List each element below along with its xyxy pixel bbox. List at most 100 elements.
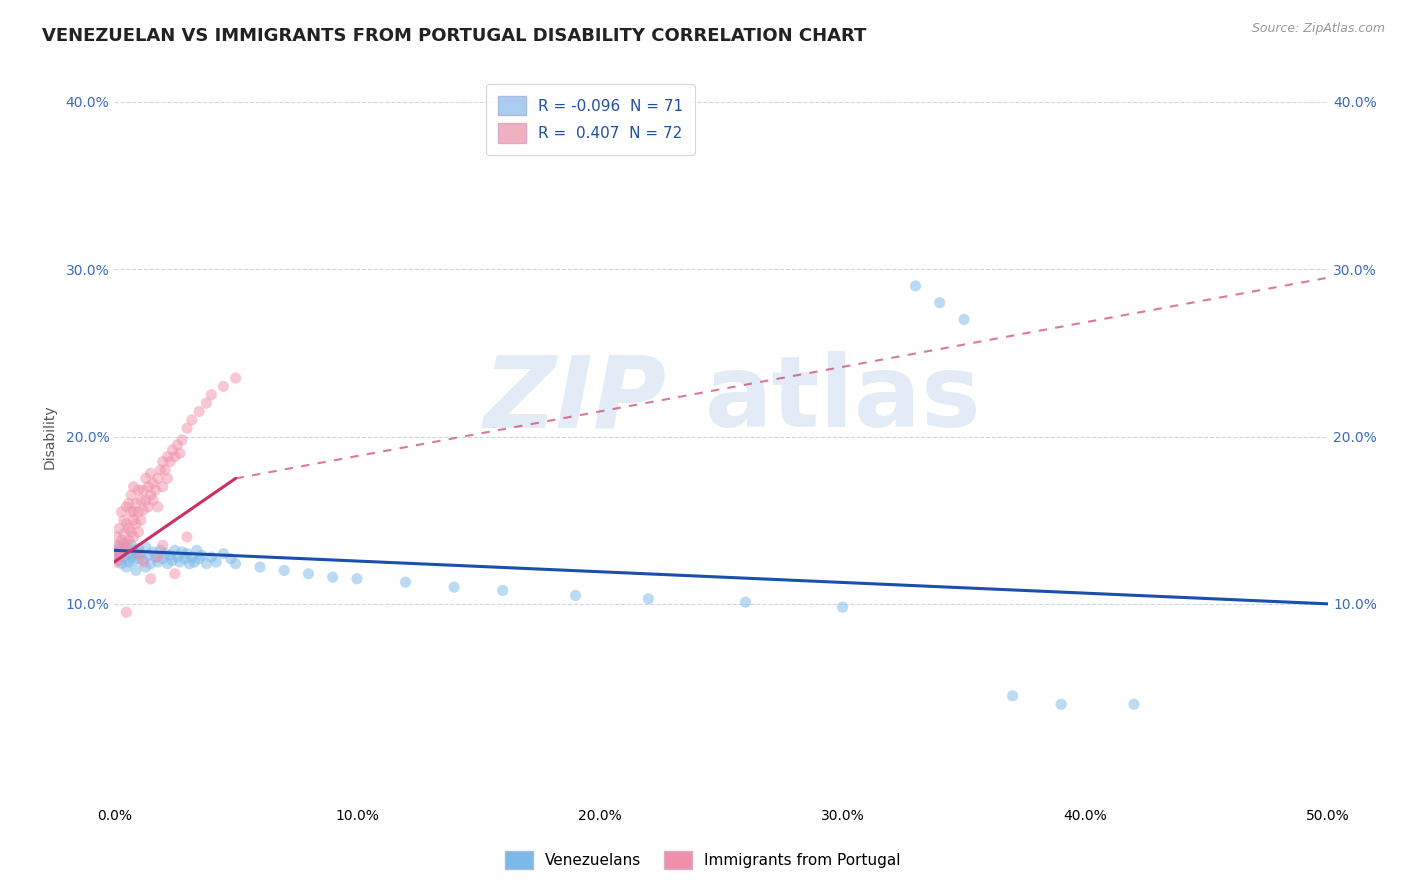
Point — [1050, 698, 1073, 712]
Point — [112, 549, 135, 564]
Point — [136, 480, 159, 494]
Point — [127, 551, 149, 566]
Point — [1001, 689, 1024, 703]
Point — [118, 522, 141, 536]
Point — [129, 493, 152, 508]
Point — [125, 563, 148, 577]
Point — [122, 480, 145, 494]
Point — [225, 371, 247, 385]
Point — [190, 549, 212, 563]
Point — [146, 471, 169, 485]
Point — [159, 549, 181, 563]
Point — [139, 467, 162, 481]
Point — [132, 553, 155, 567]
Point — [105, 555, 128, 569]
Point — [122, 530, 145, 544]
Point — [162, 442, 184, 457]
Point — [139, 488, 162, 502]
Point — [394, 575, 416, 590]
Point — [159, 455, 181, 469]
Point — [188, 551, 211, 566]
Point — [108, 553, 131, 567]
Point — [734, 595, 756, 609]
Point — [249, 560, 271, 574]
Point — [172, 433, 194, 447]
Point — [127, 547, 149, 561]
Point — [953, 312, 976, 326]
Point — [135, 471, 157, 485]
Point — [125, 496, 148, 510]
Point — [152, 455, 174, 469]
Point — [492, 583, 515, 598]
Point — [152, 551, 174, 566]
Point — [831, 600, 853, 615]
Text: atlas: atlas — [704, 351, 981, 449]
Point — [120, 549, 142, 564]
Point — [110, 533, 132, 548]
Point — [152, 480, 174, 494]
Point — [112, 536, 135, 550]
Point — [136, 500, 159, 514]
Point — [112, 541, 135, 556]
Point — [156, 471, 179, 485]
Point — [162, 553, 184, 567]
Point — [127, 524, 149, 539]
Point — [110, 547, 132, 561]
Point — [346, 572, 368, 586]
Point — [108, 522, 131, 536]
Point — [142, 493, 165, 508]
Point — [120, 538, 142, 552]
Point — [152, 538, 174, 552]
Point — [142, 545, 165, 559]
Point — [127, 483, 149, 497]
Point — [176, 421, 198, 435]
Point — [195, 557, 218, 571]
Point — [142, 476, 165, 491]
Point — [122, 505, 145, 519]
Point — [163, 543, 186, 558]
Point — [120, 524, 142, 539]
Point — [139, 557, 162, 571]
Point — [105, 549, 128, 564]
Point — [108, 540, 131, 554]
Point — [156, 450, 179, 464]
Point — [904, 279, 927, 293]
Point — [149, 463, 172, 477]
Point — [156, 557, 179, 571]
Point — [112, 513, 135, 527]
Point — [200, 388, 222, 402]
Point — [188, 404, 211, 418]
Text: Source: ZipAtlas.com: Source: ZipAtlas.com — [1251, 22, 1385, 36]
Point — [139, 572, 162, 586]
Point — [163, 450, 186, 464]
Point — [1123, 698, 1146, 712]
Point — [115, 536, 138, 550]
Point — [122, 513, 145, 527]
Point — [118, 555, 141, 569]
Point — [115, 560, 138, 574]
Point — [200, 549, 222, 564]
Point — [180, 549, 202, 564]
Point — [146, 549, 169, 564]
Point — [108, 538, 131, 552]
Point — [115, 516, 138, 531]
Point — [219, 551, 242, 566]
Point — [443, 580, 465, 594]
Point — [105, 530, 128, 544]
Point — [195, 396, 218, 410]
Point — [149, 543, 172, 558]
Point — [322, 570, 344, 584]
Point — [132, 483, 155, 497]
Point — [212, 547, 235, 561]
Point — [129, 547, 152, 561]
Y-axis label: Disability: Disability — [44, 404, 58, 469]
Point — [166, 438, 188, 452]
Point — [132, 555, 155, 569]
Point — [169, 446, 191, 460]
Point — [135, 493, 157, 508]
Point — [176, 547, 198, 561]
Point — [186, 543, 208, 558]
Point — [180, 413, 202, 427]
Point — [110, 557, 132, 571]
Point — [120, 505, 142, 519]
